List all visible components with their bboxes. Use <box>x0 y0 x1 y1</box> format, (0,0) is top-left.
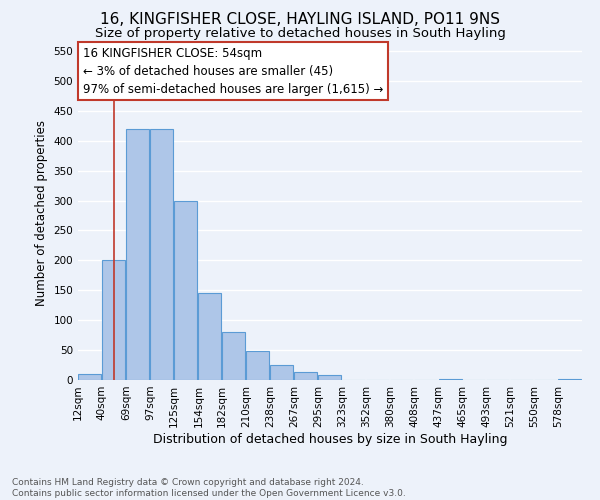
Text: Contains HM Land Registry data © Crown copyright and database right 2024.
Contai: Contains HM Land Registry data © Crown c… <box>12 478 406 498</box>
Bar <box>78 374 101 380</box>
Text: 16, KINGFISHER CLOSE, HAYLING ISLAND, PO11 9NS: 16, KINGFISHER CLOSE, HAYLING ISLAND, PO… <box>100 12 500 28</box>
Bar <box>318 375 341 380</box>
Bar <box>102 260 125 380</box>
Bar <box>127 128 149 380</box>
Bar <box>199 294 221 380</box>
Bar <box>270 365 293 380</box>
Y-axis label: Number of detached properties: Number of detached properties <box>35 120 48 306</box>
Bar <box>439 379 461 380</box>
Bar <box>295 372 317 380</box>
Bar <box>246 352 269 380</box>
Bar <box>222 332 245 380</box>
Text: 16 KINGFISHER CLOSE: 54sqm
← 3% of detached houses are smaller (45)
97% of semi-: 16 KINGFISHER CLOSE: 54sqm ← 3% of detac… <box>83 46 383 96</box>
Bar <box>174 200 197 380</box>
Text: Size of property relative to detached houses in South Hayling: Size of property relative to detached ho… <box>95 28 505 40</box>
X-axis label: Distribution of detached houses by size in South Hayling: Distribution of detached houses by size … <box>153 432 507 446</box>
Bar <box>150 128 173 380</box>
Bar <box>558 379 581 380</box>
